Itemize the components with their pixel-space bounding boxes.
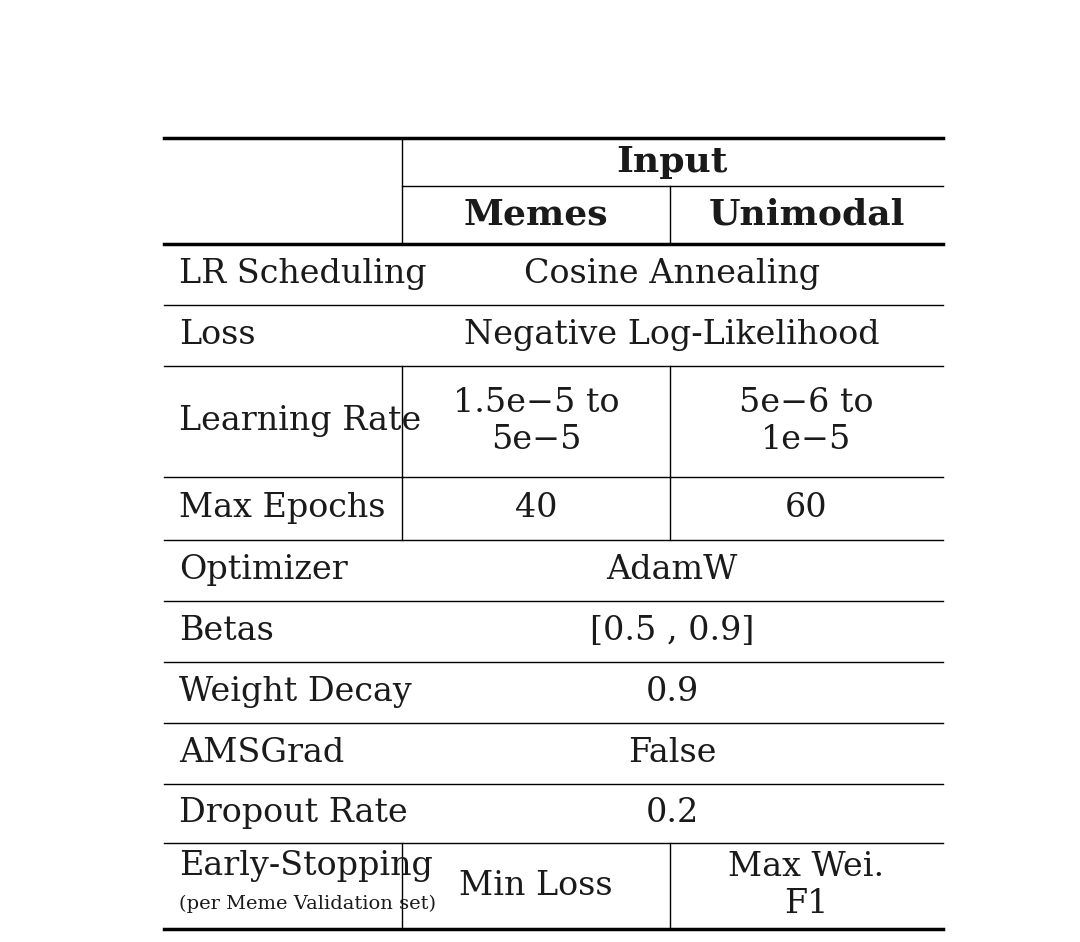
Text: Memes: Memes (463, 198, 608, 232)
Text: (per Meme Validation set): (per Meme Validation set) (179, 895, 436, 913)
Text: Negative Log-Likelihood: Negative Log-Likelihood (464, 319, 880, 351)
Text: Max Wei.
F1: Max Wei. F1 (728, 852, 885, 920)
Text: 1.5e−5 to
5e−5: 1.5e−5 to 5e−5 (453, 387, 619, 456)
Text: Weight Decay: Weight Decay (179, 676, 413, 708)
Text: 0.9: 0.9 (646, 676, 699, 708)
Text: Loss: Loss (179, 319, 256, 351)
Text: 60: 60 (785, 493, 827, 524)
Text: Unimodal: Unimodal (708, 198, 905, 232)
Text: Max Epochs: Max Epochs (179, 493, 386, 524)
Text: Dropout Rate: Dropout Rate (179, 797, 408, 829)
Text: Betas: Betas (179, 615, 274, 647)
Text: 0.2: 0.2 (646, 797, 699, 829)
Text: Cosine Annealing: Cosine Annealing (524, 258, 821, 290)
Text: 40: 40 (515, 493, 557, 524)
Text: AMSGrad: AMSGrad (179, 737, 345, 769)
Text: Min Loss: Min Loss (459, 869, 612, 901)
Text: Early-Stopping: Early-Stopping (179, 850, 433, 882)
Text: Optimizer: Optimizer (179, 554, 348, 586)
Text: [0.5 , 0.9]: [0.5 , 0.9] (590, 615, 755, 647)
Text: AdamW: AdamW (607, 554, 738, 586)
Text: Learning Rate: Learning Rate (179, 405, 421, 437)
Text: LR Scheduling: LR Scheduling (179, 258, 427, 290)
Text: Input: Input (617, 145, 728, 179)
Text: False: False (627, 737, 716, 769)
Text: 5e−6 to
1e−5: 5e−6 to 1e−5 (739, 387, 874, 456)
